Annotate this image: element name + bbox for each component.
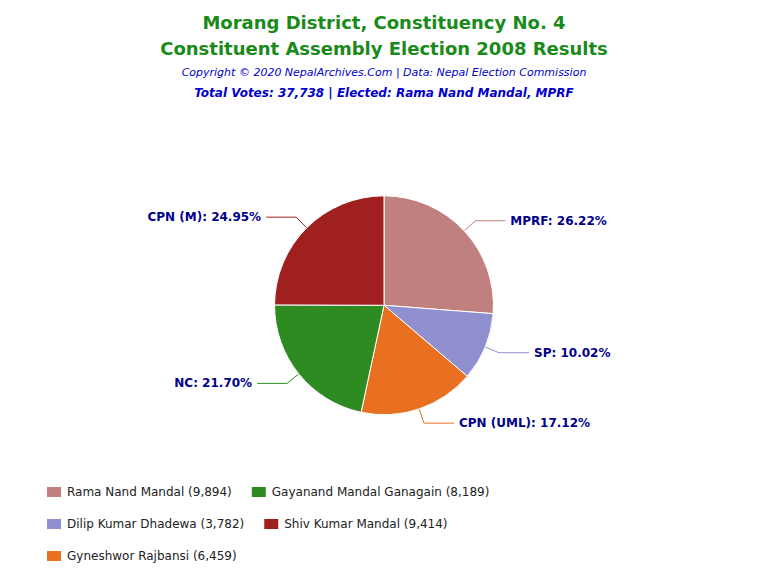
svg-text:CPN (M): 24.95%: CPN (M): 24.95%: [147, 210, 261, 224]
svg-text:Rama Nand Mandal (9,894): Rama Nand Mandal (9,894): [67, 485, 232, 499]
svg-text:NC: 21.70%: NC: 21.70%: [174, 376, 252, 390]
svg-text:CPN (UML): 17.12%: CPN (UML): 17.12%: [459, 416, 590, 430]
svg-text:Copyright © 2020 NepalArchives: Copyright © 2020 NepalArchives.Com | Dat…: [182, 66, 587, 79]
svg-text:Morang District, Constituency: Morang District, Constituency No. 4: [202, 12, 565, 33]
svg-text:Shiv Kumar Mandal (9,414): Shiv Kumar Mandal (9,414): [284, 517, 447, 531]
svg-text:Constituent Assembly Election: Constituent Assembly Election 2008 Resul…: [160, 38, 608, 59]
svg-text:Total Votes: 37,738 | Elected:: Total Votes: 37,738 | Elected: Rama Nand…: [194, 86, 574, 100]
svg-text:Dilip Kumar Dhadewa (3,782): Dilip Kumar Dhadewa (3,782): [67, 517, 244, 531]
svg-text:SP: 10.02%: SP: 10.02%: [534, 346, 610, 360]
svg-text:Gyneshwor Rajbansi (6,459): Gyneshwor Rajbansi (6,459): [67, 549, 237, 563]
svg-text:Gayanand Mandal Ganagain (8,18: Gayanand Mandal Ganagain (8,189): [272, 485, 490, 499]
svg-text:MPRF: 26.22%: MPRF: 26.22%: [510, 214, 606, 228]
